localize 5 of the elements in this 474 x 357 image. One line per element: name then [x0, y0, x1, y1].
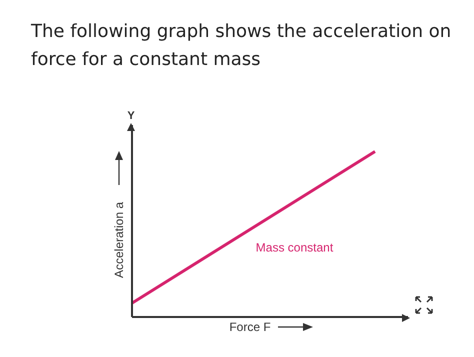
chart-title: The following graph shows the acceleration on force for a constant mass — [31, 20, 452, 72]
text: Y — [127, 110, 136, 122]
y-axis-title: Acceleration a — [112, 202, 126, 278]
series-label: Mass constant — [256, 240, 334, 254]
x-axis-title: Force F — [229, 320, 271, 334]
